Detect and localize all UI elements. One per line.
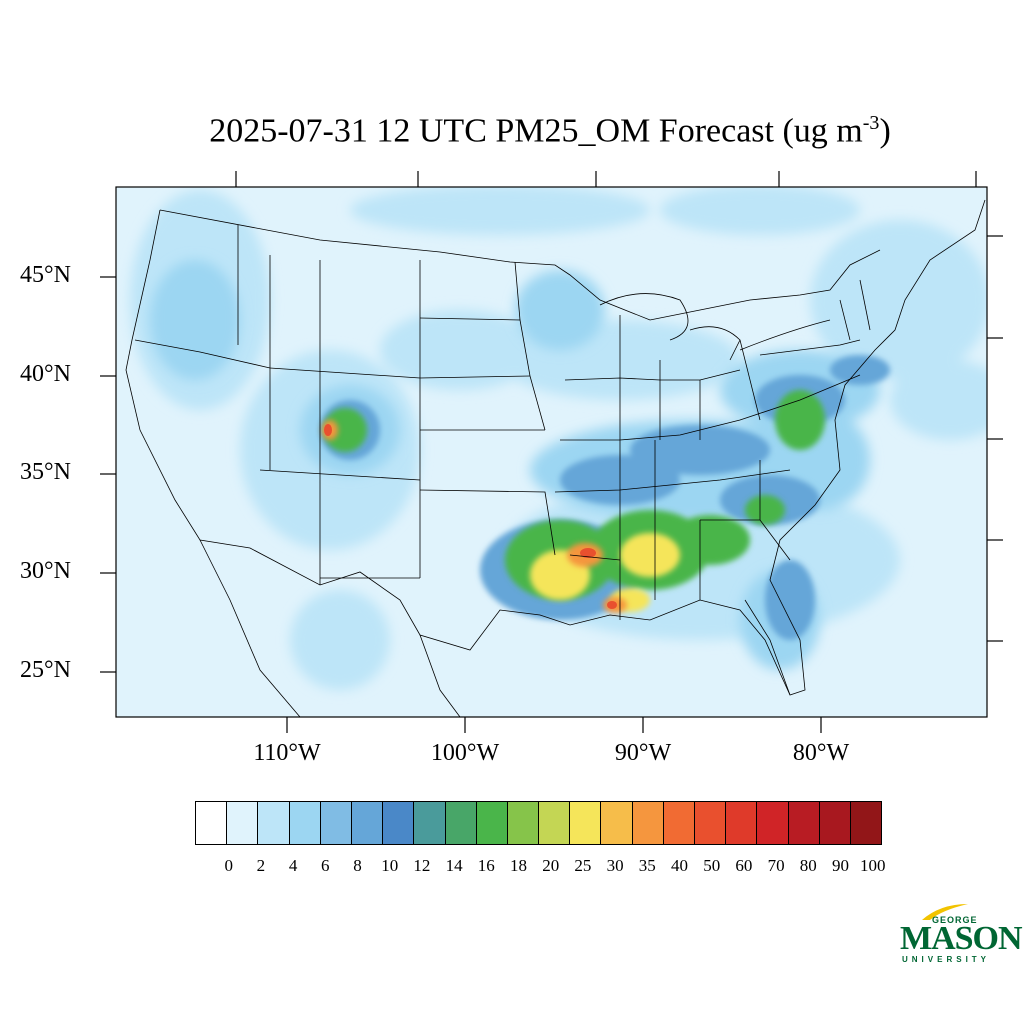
colorbar-cell xyxy=(382,801,415,845)
colorbar-cell xyxy=(600,801,633,845)
colorbar-tick-label: 25 xyxy=(574,856,592,875)
logo-george: GEORGE xyxy=(932,915,978,925)
lon-label-90w: 90°W xyxy=(614,740,672,766)
colorbar-cell xyxy=(288,801,321,845)
colorbar-cell xyxy=(257,801,290,845)
colorbar-cell xyxy=(818,801,851,845)
colorbar-tick-label: 10 xyxy=(381,856,399,875)
colorbar-tick-label: 60 xyxy=(735,856,753,875)
colorbar-cell xyxy=(538,801,571,845)
colorbar-cell xyxy=(226,801,259,845)
colorbar-tick-label: 0 xyxy=(224,856,233,875)
colorbar-cell xyxy=(319,801,352,845)
map-frame xyxy=(115,186,988,718)
logo-university: UNIVERSITY xyxy=(902,955,991,964)
colorbar-cell xyxy=(475,801,508,845)
colorbar-cell xyxy=(350,801,384,845)
title-close: ) xyxy=(879,112,891,150)
colorbar-tick-label: 100 xyxy=(859,856,886,875)
title-text: 2025-07-31 12 UTC PM25_OM Forecast (ug m xyxy=(209,112,863,150)
colorbar-cell xyxy=(725,801,758,845)
colorbar-tick-label: 18 xyxy=(510,856,527,875)
colorbar-tick-label: 50 xyxy=(703,856,721,875)
colorbar-tick-label: 6 xyxy=(321,856,330,875)
colorbar-cell xyxy=(506,801,540,845)
lon-label-80w: 80°W xyxy=(792,740,850,766)
colorbar-cell xyxy=(569,801,602,845)
lat-label-40n: 40°N xyxy=(20,361,71,387)
axis-ticks xyxy=(100,171,1003,733)
colorbar-tick-label: 14 xyxy=(445,856,463,875)
colorbar-tick-label: 2 xyxy=(256,856,266,875)
logo-swoosh-icon xyxy=(922,904,968,920)
lat-label-30n: 30°N xyxy=(20,558,71,584)
colorbar-tick-label: 8 xyxy=(353,856,362,875)
colorbar-tick-label: 4 xyxy=(288,856,298,875)
colorbar-cell xyxy=(444,801,477,845)
lon-label-110w: 110°W xyxy=(253,740,321,766)
colorbar-cell xyxy=(662,801,695,845)
colorbar-tick-label: 70 xyxy=(767,856,785,875)
colorbar-tick-label: 80 xyxy=(799,856,817,875)
colorbar-cell xyxy=(756,801,789,845)
gmu-logo: GEORGE MASON UNIVERSITY xyxy=(900,902,1023,968)
colorbar-cell xyxy=(195,801,228,845)
lon-label-100w: 100°W xyxy=(430,740,500,766)
title-units-exponent: -3 xyxy=(862,112,880,134)
concentration-field xyxy=(130,187,987,690)
colorbar-tick-label: 12 xyxy=(413,856,431,875)
colorbar-tick-label: 20 xyxy=(542,856,560,875)
colorbar-tick-label: 35 xyxy=(638,856,656,875)
logo-mason: MASON xyxy=(900,920,1023,957)
colorbar-tick-label: 16 xyxy=(477,856,495,875)
colorbar-tick-label: 30 xyxy=(606,856,624,875)
map-title: 2025-07-31 12 UTC PM25_OM Forecast (ug m… xyxy=(0,112,1024,150)
lat-label-25n: 25°N xyxy=(20,657,71,683)
colorbar-cell xyxy=(631,801,664,845)
colorbar xyxy=(195,801,883,845)
lat-label-45n: 45°N xyxy=(20,262,71,288)
lat-label-35n: 35°N xyxy=(20,459,71,485)
colorbar-cell xyxy=(694,801,727,845)
colorbar-cell xyxy=(849,801,883,845)
colorbar-cell xyxy=(787,801,820,845)
colorbar-tick-label: 40 xyxy=(671,856,688,875)
colorbar-tick-label: 90 xyxy=(832,856,849,875)
colorbar-cell xyxy=(413,801,446,845)
political-boundaries xyxy=(125,199,986,717)
